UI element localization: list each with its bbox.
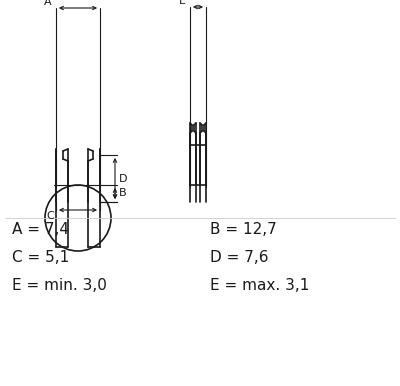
Text: B: B [119, 188, 127, 198]
Text: C: C [46, 211, 54, 221]
Text: C = 5,1: C = 5,1 [12, 251, 69, 266]
Text: A = 7,4: A = 7,4 [12, 222, 69, 237]
Text: E = min. 3,0: E = min. 3,0 [12, 279, 107, 293]
Text: A: A [44, 0, 52, 7]
Text: E = max. 3,1: E = max. 3,1 [210, 279, 309, 293]
Text: E: E [179, 0, 186, 6]
Text: D = 7,6: D = 7,6 [210, 251, 268, 266]
Text: B = 12,7: B = 12,7 [210, 222, 277, 237]
Text: D: D [119, 173, 128, 183]
